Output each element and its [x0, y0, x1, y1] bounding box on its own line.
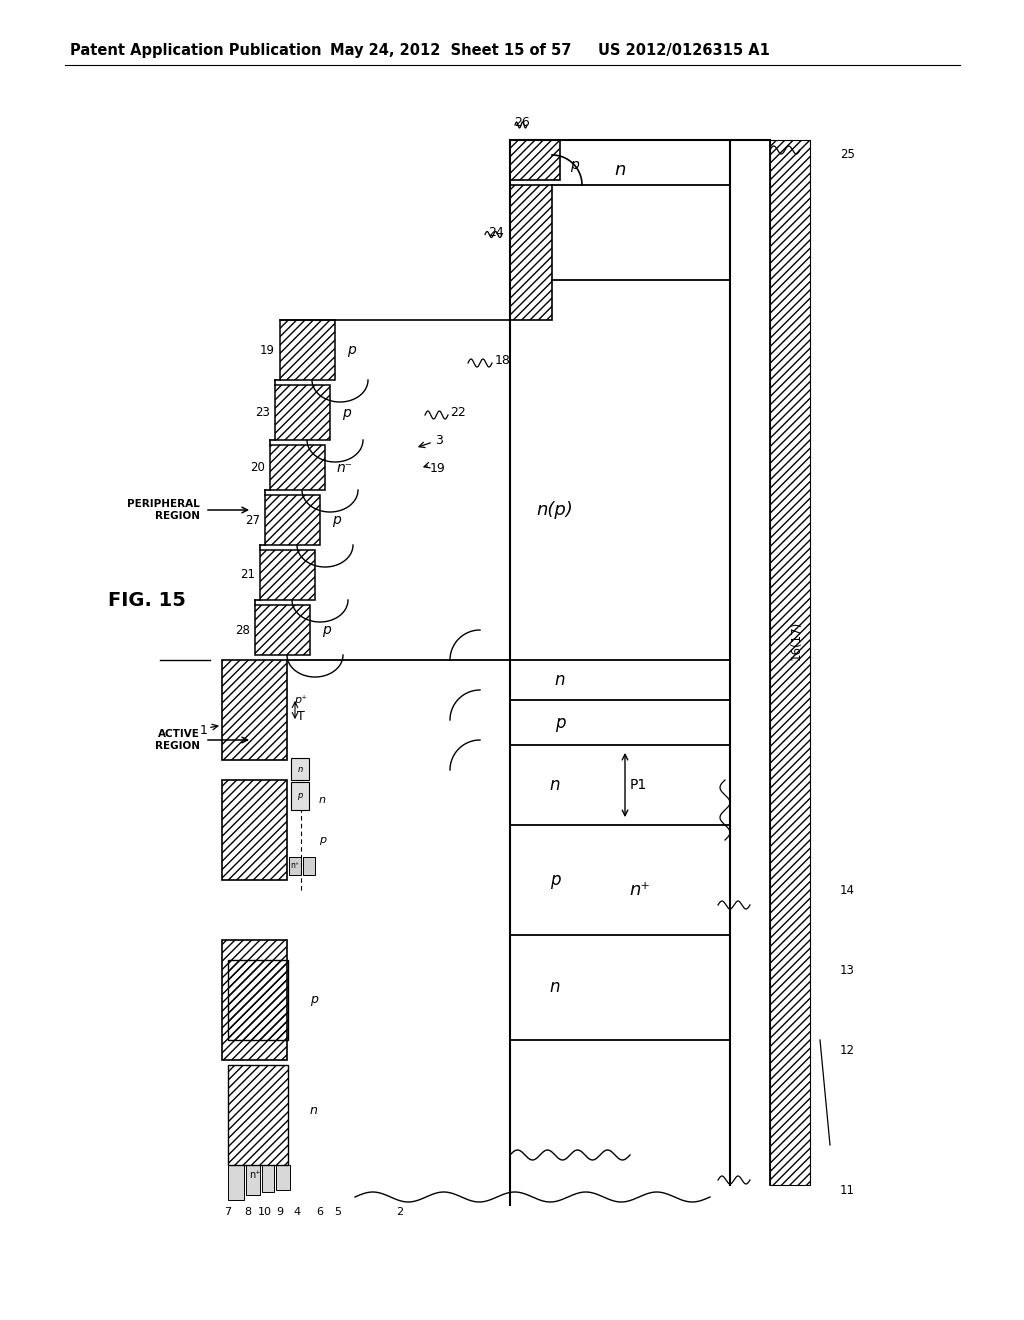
Text: 14: 14	[840, 883, 855, 896]
Text: 21: 21	[240, 569, 255, 582]
Bar	[270, 445, 325, 490]
Text: n⁺: n⁺	[249, 1170, 261, 1180]
Text: p: p	[347, 343, 355, 356]
Bar	[260, 550, 315, 601]
Text: 19: 19	[430, 462, 445, 475]
Bar	[303, 857, 315, 875]
Text: 16(17): 16(17)	[790, 620, 803, 660]
Bar	[291, 781, 309, 810]
Text: 11: 11	[840, 1184, 855, 1196]
Bar	[222, 780, 287, 880]
Bar	[291, 758, 309, 780]
Text: p: p	[332, 513, 341, 527]
Text: 7: 7	[224, 1206, 231, 1217]
Bar	[262, 1166, 274, 1192]
Text: p: p	[322, 623, 331, 638]
Text: US 2012/0126315 A1: US 2012/0126315 A1	[598, 42, 770, 58]
Bar	[280, 319, 335, 380]
Bar	[228, 1065, 288, 1166]
Bar	[222, 660, 287, 760]
Text: 4: 4	[294, 1206, 301, 1217]
Text: 27: 27	[245, 513, 260, 527]
Text: 24: 24	[488, 226, 504, 239]
Text: 28: 28	[236, 623, 250, 636]
Text: 19: 19	[260, 343, 275, 356]
Text: 3: 3	[435, 433, 442, 446]
Text: n⁻: n⁻	[337, 461, 353, 474]
Bar	[255, 605, 310, 655]
Bar	[289, 857, 301, 875]
Text: n: n	[310, 1104, 317, 1117]
Text: 5: 5	[335, 1206, 341, 1217]
Bar	[510, 140, 560, 180]
Text: n: n	[297, 764, 303, 774]
Text: 23: 23	[255, 407, 270, 418]
Text: PERIPHERAL
REGION: PERIPHERAL REGION	[127, 499, 200, 521]
Text: n(p): n(p)	[537, 502, 573, 519]
Text: Patent Application Publication: Patent Application Publication	[70, 42, 322, 58]
Bar	[246, 1166, 260, 1195]
Text: 9: 9	[276, 1206, 284, 1217]
Bar	[770, 140, 810, 1185]
Text: 2: 2	[396, 1206, 403, 1217]
Text: 12: 12	[840, 1044, 855, 1056]
Text: p: p	[569, 158, 579, 172]
Text: ACTIVE
REGION: ACTIVE REGION	[155, 729, 200, 751]
Text: n: n	[550, 978, 560, 997]
Text: p: p	[342, 405, 351, 420]
Bar	[265, 495, 319, 545]
Bar	[275, 385, 330, 440]
Text: 25: 25	[840, 149, 855, 161]
Bar	[228, 960, 288, 1040]
Text: n⁺: n⁺	[291, 862, 299, 870]
Text: n: n	[555, 671, 565, 689]
Text: 1: 1	[200, 723, 208, 737]
Text: T: T	[297, 710, 305, 723]
Text: p: p	[555, 714, 565, 731]
Text: n: n	[319, 795, 326, 805]
Text: 8: 8	[245, 1206, 252, 1217]
Bar	[276, 1166, 290, 1191]
Text: p: p	[550, 871, 560, 888]
Bar	[222, 940, 287, 1060]
Text: p⁺: p⁺	[294, 696, 307, 705]
Text: 10: 10	[258, 1206, 272, 1217]
Text: p: p	[310, 994, 317, 1006]
Text: n⁺: n⁺	[630, 880, 650, 899]
Text: P1: P1	[630, 777, 647, 792]
Text: 18: 18	[495, 354, 511, 367]
Text: p: p	[319, 836, 326, 845]
Bar	[510, 185, 552, 319]
Text: 22: 22	[450, 405, 466, 418]
Text: 6: 6	[316, 1206, 324, 1217]
Text: 26: 26	[514, 116, 530, 128]
Text: n: n	[550, 776, 560, 795]
Text: FIG. 15: FIG. 15	[108, 590, 186, 610]
Text: p: p	[297, 792, 303, 800]
Bar	[228, 1166, 244, 1200]
Text: 20: 20	[250, 461, 265, 474]
Text: n: n	[614, 161, 626, 180]
Text: May 24, 2012  Sheet 15 of 57: May 24, 2012 Sheet 15 of 57	[330, 42, 571, 58]
Text: 13: 13	[840, 964, 855, 977]
